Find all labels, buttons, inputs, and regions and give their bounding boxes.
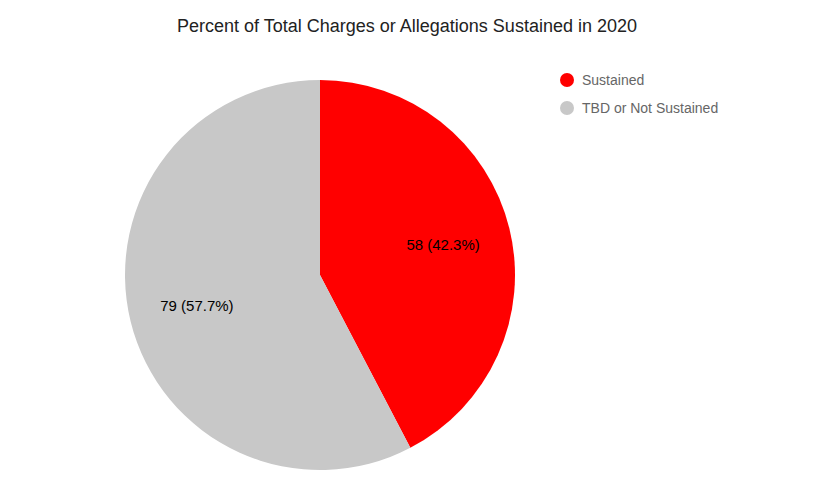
chart-svg: Percent of Total Charges or Allegations …	[0, 0, 814, 503]
data-labels: 58 (42.3%) 79 (57.7%)	[160, 236, 480, 313]
pie	[125, 80, 515, 470]
legend-item: Sustained	[560, 72, 644, 88]
pie-slice	[125, 80, 410, 470]
legend-item: TBD or Not Sustained	[560, 100, 718, 116]
legend-swatch	[560, 101, 574, 115]
chart-title: Percent of Total Charges or Allegations …	[177, 16, 637, 36]
legend-label: TBD or Not Sustained	[582, 100, 718, 116]
legend-swatch	[560, 73, 574, 87]
data-label: 58 (42.3%)	[406, 236, 479, 253]
legend-label: Sustained	[582, 72, 644, 88]
legend: Sustained TBD or Not Sustained	[560, 72, 718, 116]
data-label: 79 (57.7%)	[160, 297, 233, 314]
